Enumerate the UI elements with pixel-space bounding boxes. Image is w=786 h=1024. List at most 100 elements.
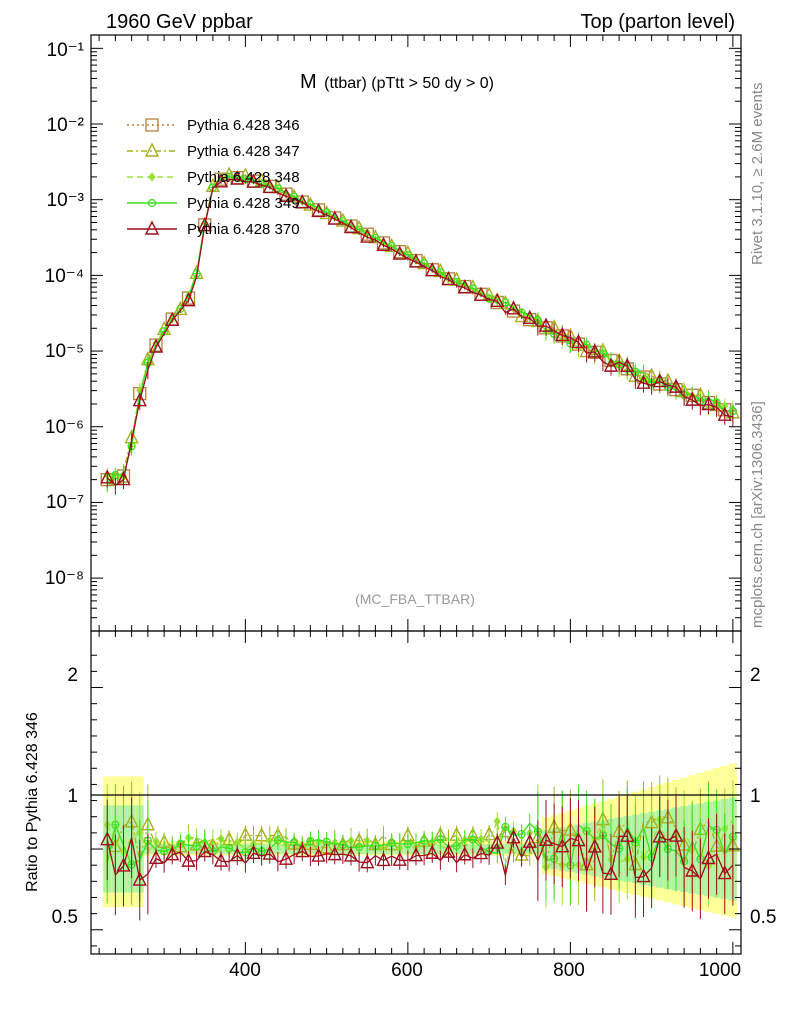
analysis-watermark: (MC_FBA_TTBAR) (355, 591, 475, 607)
y-tick-label: 10⁻⁴ (45, 266, 84, 287)
x-tick-label: 400 (229, 960, 261, 981)
ratio-plot-frame (90, 630, 742, 955)
data-point (441, 270, 456, 286)
data-point (457, 279, 472, 294)
legend-item: Pythia 6.428 346 (127, 117, 300, 134)
legend-label: Pythia 6.428 348 (187, 169, 300, 186)
data-point (145, 118, 159, 132)
data-point (360, 854, 375, 869)
data-point (132, 392, 147, 407)
data-point (213, 852, 229, 867)
data-point (571, 832, 586, 847)
data-point (514, 308, 529, 323)
data-point (116, 857, 131, 872)
legend-item: Pythia 6.428 348 (127, 169, 300, 186)
mcplots-text: mcplots.cern.ch [arXiv:1306.3436] (749, 401, 766, 628)
data-point (668, 827, 684, 842)
data-point (392, 245, 407, 260)
y-tick-label: 10⁻² (47, 115, 85, 136)
y-tick-label: 10⁻⁸ (45, 568, 84, 589)
data-point (493, 816, 501, 827)
header-right: Top (parton level) (580, 11, 735, 33)
data-point (522, 833, 537, 848)
data-point (555, 326, 570, 342)
data-point (490, 292, 505, 307)
data-point (100, 831, 115, 846)
data-point (587, 838, 602, 853)
data-point (490, 834, 505, 849)
data-point (360, 228, 375, 243)
y-tick-label: 10⁻⁶ (45, 417, 84, 438)
x-axis-labels: 400 600 800 1000 (229, 960, 741, 981)
data-point (148, 172, 156, 182)
y-tick-label: 2 (67, 665, 78, 686)
data-point (148, 338, 164, 353)
series-2 (106, 166, 741, 490)
data-point (278, 850, 294, 865)
uncertainty-band (501, 844, 510, 854)
series-1 (100, 171, 734, 490)
data-point (327, 846, 342, 861)
ratio-series-5 (100, 795, 734, 921)
data-point (620, 827, 635, 842)
ratio-line (106, 822, 734, 866)
data-point (197, 216, 212, 232)
data-point (457, 846, 472, 861)
axis-ticks (91, 35, 741, 954)
plot-title-main: M (300, 71, 317, 93)
data-point (116, 471, 131, 486)
ratio-line (106, 817, 734, 870)
data-point (473, 844, 489, 860)
data-point (717, 865, 732, 880)
y-tick-label: 0.5 (750, 907, 776, 928)
data-point (408, 253, 424, 268)
data-point (295, 193, 310, 209)
data-point (343, 847, 359, 862)
plot-title: M (ttbar) (pTtt > 50 dy > 0) (300, 71, 494, 93)
data-point (100, 469, 115, 484)
ratio-y-axis-label: Ratio to Pythia 6.428 346 (24, 712, 41, 892)
data-point (685, 391, 700, 406)
ratio-plot-series (100, 775, 741, 921)
data-point (246, 173, 261, 188)
data-point (327, 210, 342, 225)
data-point (376, 236, 391, 252)
data-point (522, 309, 537, 324)
y-tick-label: 1 (67, 786, 78, 807)
data-point (132, 871, 147, 886)
data-point (408, 847, 424, 862)
data-point (181, 292, 196, 307)
data-point (425, 844, 440, 859)
main-plot-series (100, 166, 741, 495)
data-point (701, 395, 716, 411)
data-point (506, 829, 521, 844)
data-point (311, 202, 326, 218)
data-point (148, 849, 164, 865)
data-point (587, 343, 602, 358)
x-tick-label: 600 (391, 960, 423, 981)
rivet-version-text: Rivet 3.1.10, ≥ 2.6M events (749, 83, 766, 266)
data-point (213, 173, 229, 188)
data-point (668, 378, 684, 393)
data-point (295, 842, 310, 858)
data-point (165, 311, 180, 326)
data-point (538, 317, 554, 332)
plot-title-sub: (ttbar) (pTtt > 50 dy > 0) (324, 75, 494, 92)
y-tick-label: 1 (750, 786, 761, 807)
data-point (506, 300, 521, 315)
data-point (246, 844, 261, 859)
header-left: 1960 GeV ppbar (106, 11, 253, 33)
legend-item: Pythia 6.428 347 (127, 142, 300, 160)
data-point (230, 170, 245, 185)
y-tick-label: 10⁻⁷ (46, 492, 84, 513)
y-tick-label: 2 (750, 665, 761, 686)
data-point (144, 220, 160, 235)
data-point (717, 406, 732, 421)
data-point (538, 831, 554, 846)
data-point (603, 357, 619, 372)
data-point (571, 333, 586, 349)
series-5 (100, 170, 734, 495)
legend: Pythia 6.428 346 Pythia 6.428 347 Pythia 6… (127, 117, 300, 238)
y-tick-label: 10⁻⁵ (45, 341, 84, 362)
